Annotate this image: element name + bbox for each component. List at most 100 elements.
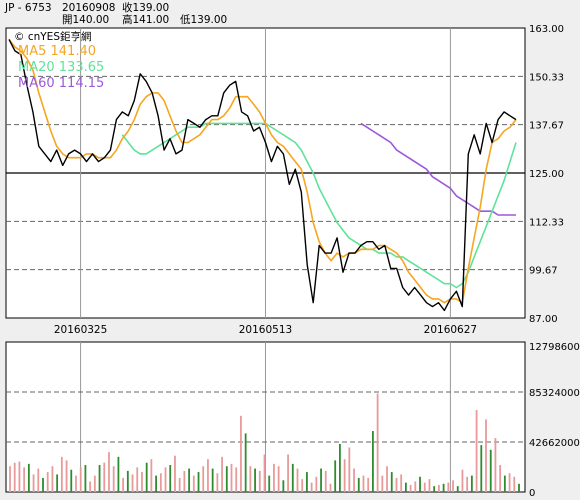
volume-bar — [475, 409, 478, 492]
volume-bar — [9, 466, 11, 492]
volume-bar — [13, 462, 16, 492]
volume-bar — [46, 472, 49, 492]
volume-bar — [470, 475, 473, 492]
volume-bar — [145, 462, 148, 492]
volume-bar — [334, 460, 337, 492]
volume-bar — [150, 459, 153, 492]
price-y-tick-label: 150.33 — [529, 72, 564, 83]
price-y-tick-label: 112.33 — [529, 217, 564, 228]
volume-bar — [353, 468, 355, 492]
volume-bar — [291, 463, 294, 492]
volume-bar — [452, 480, 454, 492]
header-close: 收139.00 — [122, 2, 170, 14]
volume-bar — [42, 477, 44, 492]
legend-ma60: MA60 114.15 — [18, 76, 104, 91]
volume-bar — [447, 482, 450, 492]
price-y-tick-label: 87.00 — [529, 314, 558, 325]
volume-bar — [70, 469, 73, 492]
volume-bar — [503, 475, 506, 492]
volume-bar — [461, 469, 464, 492]
volume-bar — [136, 467, 139, 492]
volume-bar — [442, 483, 445, 492]
volume-bar — [164, 467, 167, 492]
volume-bar — [419, 476, 421, 492]
volume-bar — [197, 472, 200, 492]
price-x-ticks: 20160325201605132016062720160810 — [54, 324, 477, 336]
volume-bar — [254, 468, 256, 492]
volume-bar — [103, 462, 106, 492]
volume-bars — [9, 393, 520, 492]
volume-bar — [499, 465, 502, 492]
volume-bar — [108, 452, 110, 492]
volume-bar — [518, 483, 520, 492]
volume-bar — [65, 460, 68, 492]
volume-bar — [192, 475, 195, 492]
volume-bar — [296, 468, 299, 492]
volume-y-tick-label: 0 — [529, 488, 535, 499]
volume-bar — [216, 473, 219, 492]
volume-bar — [348, 447, 351, 492]
volume-bar — [423, 482, 426, 492]
price-grid — [6, 28, 525, 492]
volume-grid — [6, 391, 525, 443]
volume-bar — [27, 463, 30, 492]
volume-bar — [306, 472, 308, 492]
legend: © cnYES鉅亨網 MA5 141.40 MA20 133.65 MA60 1… — [14, 30, 104, 91]
volume-bar — [362, 475, 365, 492]
volume-y-tick-label: 127986000 — [529, 342, 580, 353]
volume-bar — [268, 475, 271, 492]
volume-bar — [93, 475, 96, 492]
volume-bar — [437, 484, 440, 492]
series-line-close — [8, 39, 517, 312]
volume-bar — [258, 470, 261, 492]
volume-bar — [414, 481, 417, 492]
price-y-tick-label: 137.67 — [529, 121, 564, 132]
volume-bar — [466, 476, 469, 492]
volume-bar — [310, 482, 313, 492]
price-y-tick-label: 99.67 — [529, 266, 558, 277]
volume-bar — [126, 470, 129, 492]
volume-bar — [211, 468, 214, 492]
volume-bar — [84, 465, 87, 492]
volume-bar — [263, 454, 266, 492]
volume-bar — [221, 456, 223, 492]
price-y-tick-label: 125.00 — [529, 169, 564, 180]
volume-bar — [141, 472, 143, 492]
volume-bar — [37, 468, 40, 492]
volume-bar — [282, 480, 285, 492]
volume-bar — [376, 393, 379, 492]
volume-bar — [230, 463, 233, 492]
watermark: © cnYES鉅亨網 — [14, 30, 91, 43]
volume-bar — [235, 467, 238, 492]
volume-bar — [188, 468, 190, 492]
x-tick-label: 20160513 — [239, 324, 292, 336]
volume-bar — [207, 459, 209, 492]
price-lines — [8, 38, 517, 312]
volume-bar — [513, 476, 516, 492]
volume-bar — [381, 475, 384, 492]
volume-bar — [395, 477, 398, 492]
volume-bar — [117, 456, 120, 492]
volume-bar — [169, 465, 172, 492]
volume-bar — [225, 466, 228, 492]
volume-bar — [32, 474, 35, 492]
volume-bar — [159, 473, 162, 492]
legend-ma5: MA5 141.40 — [18, 44, 96, 59]
volume-bar — [131, 474, 134, 492]
volume-y-tick-label: 42662000 — [529, 438, 580, 449]
x-tick-label: 20160325 — [54, 324, 107, 336]
volume-bar — [357, 477, 360, 492]
volume-bar — [400, 474, 403, 492]
header-symbol: JP - 6753 — [5, 2, 52, 14]
header-date: 20160908 — [62, 2, 116, 14]
volume-bar — [178, 477, 181, 492]
x-tick-label: 20160627 — [424, 324, 477, 336]
volume-bar — [202, 466, 205, 492]
volume-y-tick-label: 85324000 — [529, 388, 580, 399]
header-high: 高141.00 — [122, 14, 170, 26]
volume-bar — [367, 477, 370, 492]
volume-bar — [112, 466, 115, 492]
volume-bar — [371, 431, 374, 492]
volume-bar — [508, 473, 511, 492]
volume-bar — [485, 419, 487, 492]
